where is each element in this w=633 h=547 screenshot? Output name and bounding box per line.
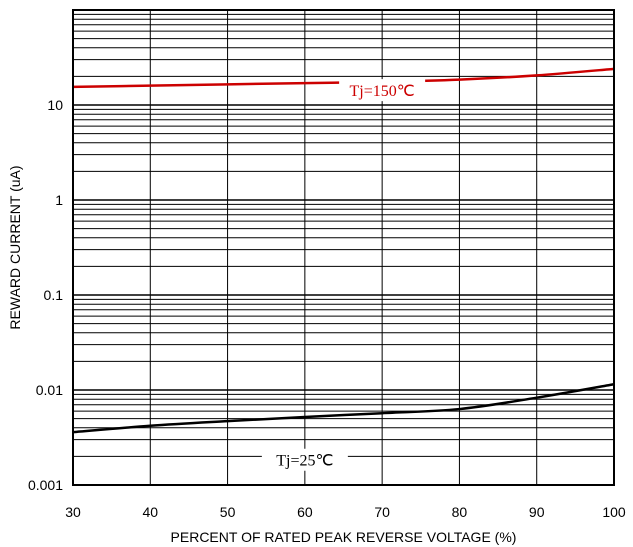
series-labels: Tj=150℃ Tj=25℃ <box>261 79 426 471</box>
x-tick-label: 70 <box>374 504 390 520</box>
y-tick-label: 1 <box>55 192 63 208</box>
y-tick-label: 0.01 <box>36 382 63 398</box>
series-label: Tj=150℃ <box>350 83 415 100</box>
y-axis-title: REWARD CURRENT (uA) <box>7 165 23 329</box>
x-tick-labels: 30 40 50 60 70 80 90 100 <box>65 504 626 520</box>
series-lines <box>72 67 615 434</box>
y-tick-label: 10 <box>47 97 63 113</box>
series-label: Tj=25℃ <box>276 453 333 470</box>
x-tick-label: 80 <box>452 504 468 520</box>
x-tick-label: 30 <box>65 504 81 520</box>
x-tick-label: 50 <box>220 504 236 520</box>
series-label-background <box>339 79 426 102</box>
series-label-background <box>261 448 348 471</box>
y-tick-label: 0.001 <box>28 477 63 493</box>
series-line <box>72 383 615 434</box>
x-tick-label: 100 <box>602 504 626 520</box>
x-tick-label: 40 <box>142 504 158 520</box>
minor-gridlines <box>73 13 614 457</box>
y-tick-labels: 0.001 0.01 0.1 1 10 <box>28 97 63 493</box>
plot-frame <box>72 9 615 486</box>
x-tick-label: 90 <box>529 504 545 520</box>
x-axis-title: PERCENT OF RATED PEAK REVERSE VOLTAGE (%… <box>171 529 517 545</box>
x-tick-label: 60 <box>297 504 313 520</box>
y-tick-label: 0.1 <box>44 287 64 303</box>
